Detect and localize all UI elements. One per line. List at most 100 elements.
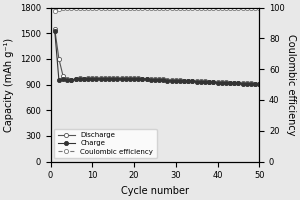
Coulombic efficiency: [241, 7, 244, 10]
Coulombic efficiency: [212, 7, 215, 10]
Discharge: [61, 75, 65, 77]
Charge: [124, 78, 128, 80]
Discharge: [145, 77, 148, 80]
Coulombic efficiency: [153, 7, 157, 10]
Charge: [166, 79, 169, 82]
Coulombic efficiency: [187, 7, 190, 10]
Discharge: [157, 78, 161, 81]
Discharge: [187, 80, 190, 82]
Charge: [178, 80, 182, 82]
Charge: [220, 82, 224, 84]
Coulombic efficiency: [103, 7, 106, 10]
Discharge: [95, 77, 98, 79]
Line: Discharge: Discharge: [53, 27, 261, 86]
Coulombic efficiency: [228, 7, 232, 10]
Charge: [65, 79, 69, 81]
Coulombic efficiency: [95, 7, 98, 10]
Coulombic efficiency: [245, 7, 248, 10]
Coulombic efficiency: [220, 7, 224, 10]
Charge: [78, 78, 82, 80]
Charge: [195, 80, 198, 83]
Coulombic efficiency: [74, 7, 77, 10]
Charge: [249, 83, 253, 85]
Coulombic efficiency: [86, 7, 90, 10]
Discharge: [120, 77, 123, 79]
Discharge: [149, 78, 152, 80]
Coulombic efficiency: [182, 7, 186, 10]
Coulombic efficiency: [195, 7, 198, 10]
Discharge: [232, 82, 236, 84]
Charge: [95, 78, 98, 80]
Coulombic efficiency: [65, 7, 69, 10]
Discharge: [86, 77, 90, 79]
Discharge: [124, 77, 128, 79]
Charge: [237, 82, 240, 85]
Discharge: [141, 77, 144, 80]
Discharge: [224, 81, 228, 84]
Charge: [207, 81, 211, 83]
Coulombic efficiency: [111, 7, 115, 10]
Coulombic efficiency: [157, 7, 161, 10]
Coulombic efficiency: [199, 7, 202, 10]
Y-axis label: Coulombic efficiency: Coulombic efficiency: [286, 34, 296, 135]
Charge: [216, 81, 219, 84]
Discharge: [65, 78, 69, 81]
Coulombic efficiency: [145, 7, 148, 10]
Charge: [253, 83, 257, 85]
Charge: [61, 78, 65, 81]
Coulombic efficiency: [170, 7, 173, 10]
Coulombic efficiency: [257, 7, 261, 10]
Coulombic efficiency: [57, 8, 61, 10]
Charge: [187, 80, 190, 83]
Discharge: [107, 77, 111, 79]
Coulombic efficiency: [141, 7, 144, 10]
Coulombic efficiency: [116, 7, 119, 10]
Discharge: [166, 79, 169, 81]
Line: Coulombic efficiency: Coulombic efficiency: [53, 6, 261, 13]
Charge: [157, 79, 161, 81]
Coulombic efficiency: [132, 7, 136, 10]
Charge: [245, 83, 248, 85]
Coulombic efficiency: [161, 7, 165, 10]
Discharge: [74, 77, 77, 80]
Discharge: [257, 83, 261, 85]
Charge: [153, 78, 157, 81]
Charge: [174, 80, 178, 82]
X-axis label: Cycle number: Cycle number: [121, 186, 189, 196]
Charge: [161, 79, 165, 81]
Charge: [145, 78, 148, 80]
Coulombic efficiency: [237, 7, 240, 10]
Discharge: [82, 77, 86, 80]
Discharge: [78, 77, 82, 79]
Charge: [116, 78, 119, 80]
Discharge: [116, 77, 119, 79]
Charge: [111, 78, 115, 80]
Charge: [107, 78, 111, 80]
Discharge: [174, 79, 178, 82]
Discharge: [249, 82, 253, 85]
Coulombic efficiency: [128, 7, 132, 10]
Line: Charge: Charge: [53, 29, 261, 86]
Charge: [224, 82, 228, 84]
Discharge: [182, 79, 186, 82]
Coulombic efficiency: [253, 7, 257, 10]
Charge: [136, 78, 140, 80]
Charge: [170, 79, 173, 82]
Charge: [82, 78, 86, 80]
Coulombic efficiency: [107, 7, 111, 10]
Discharge: [111, 77, 115, 79]
Discharge: [220, 81, 224, 83]
Charge: [70, 79, 73, 82]
Discharge: [199, 80, 202, 82]
Charge: [228, 82, 232, 84]
Charge: [53, 30, 56, 32]
Coulombic efficiency: [207, 7, 211, 10]
Discharge: [91, 77, 94, 79]
Discharge: [103, 77, 106, 79]
Charge: [141, 78, 144, 80]
Discharge: [245, 82, 248, 84]
Coulombic efficiency: [249, 7, 253, 10]
Discharge: [170, 79, 173, 81]
Coulombic efficiency: [216, 7, 219, 10]
Charge: [120, 78, 123, 80]
